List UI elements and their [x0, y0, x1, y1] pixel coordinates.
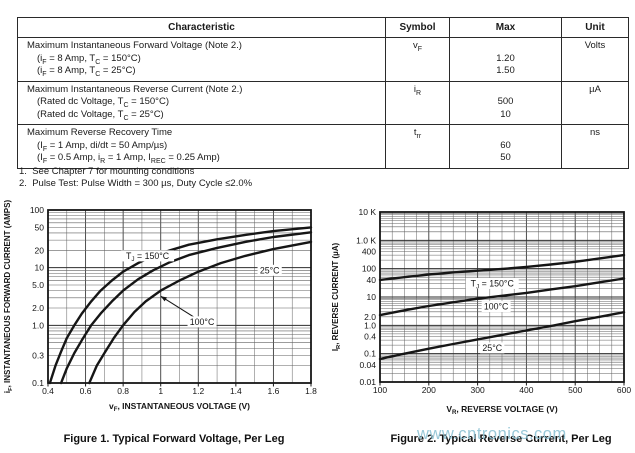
- row-max-value: 1.20: [496, 52, 515, 64]
- svg-text:0.4: 0.4: [42, 386, 54, 396]
- row-characteristic: Maximum Reverse Recovery Time: [27, 127, 173, 138]
- footnotes: 1. See Chapter 7 for mounting conditions…: [19, 166, 252, 189]
- row-unit: µA: [561, 80, 629, 125]
- curve-100C: [59, 231, 313, 385]
- svg-text:1: 1: [158, 386, 163, 396]
- svg-text:100: 100: [30, 205, 44, 215]
- svg-text:1.0: 1.0: [32, 320, 44, 330]
- svg-text:10: 10: [35, 263, 45, 273]
- figure-1-forward-voltage-chart: TJ = 150°C 25°C 100°C 0.4 0.6 0.8 1 1.2 1.4 1.6 1.…: [3, 200, 317, 413]
- row-condition: (Rated dc Voltage, TC = 25°C): [37, 108, 164, 122]
- header-characteristic: Characteristic: [17, 17, 386, 38]
- curve-100C: [378, 277, 626, 317]
- row-condition: (iF = 8 Amp, TC = 25°C): [37, 65, 136, 78]
- plot-frame: [47, 209, 312, 384]
- svg-text:100°C: 100°C: [190, 317, 215, 327]
- svg-text:50: 50: [35, 222, 45, 232]
- svg-text:25°C: 25°C: [260, 265, 280, 275]
- svg-text:1.8: 1.8: [305, 386, 317, 396]
- svg-text:100: 100: [362, 264, 376, 274]
- svg-text:TJ = 150°C: TJ = 150°C: [471, 278, 515, 290]
- curve-25C: [88, 240, 313, 385]
- svg-text:0.6: 0.6: [80, 386, 92, 396]
- plot-frame: [379, 211, 625, 383]
- axis-tick-labels: 0.4 0.6 0.8 1 1.2 1.4 1.6 1.8 100 50 20 10 5.0 2.0 1.0…: [30, 205, 317, 396]
- row-characteristic: Maximum Instantaneous Forward Voltage (N…: [27, 40, 242, 51]
- table-row: Maximum Reverse Recovery Time (IF = 1 Am…: [17, 124, 629, 169]
- figure-2-caption: Figure 2. Typical Reverse Current, Per L…: [390, 433, 612, 445]
- svg-text:2.0: 2.0: [364, 312, 376, 322]
- row-symbol: vF: [385, 37, 450, 82]
- svg-text:0.8: 0.8: [117, 386, 129, 396]
- svg-text:400: 400: [362, 247, 376, 257]
- svg-text:100: 100: [373, 385, 387, 395]
- table-header-row: Characteristic Symbol Max Unit: [17, 17, 629, 38]
- curve-TJ150C: [48, 226, 313, 385]
- svg-text:1.4: 1.4: [230, 386, 242, 396]
- curves: [378, 253, 626, 361]
- svg-text:1.6: 1.6: [268, 386, 280, 396]
- svg-text:40: 40: [367, 275, 377, 285]
- header-symbol: Symbol: [385, 17, 450, 38]
- row-max-value: 50: [500, 152, 511, 163]
- row-max-value: 10: [500, 108, 511, 120]
- x-axis-title: VR, REVERSE VOLTAGE (V): [446, 404, 557, 416]
- svg-text:1.0 K: 1.0 K: [356, 235, 376, 245]
- y-axis-title: iF, INSTANTANEOUS FORWARD CURRENT (AMPS): [3, 200, 14, 393]
- figure-1-caption: Figure 1. Typical Forward Voltage, Per L…: [63, 433, 285, 445]
- row-unit: Volts: [561, 37, 629, 82]
- figure-2-reverse-current-chart: TJ = 150°C 100°C 25°C 100 200 300 400 500 600 10 …: [331, 207, 631, 416]
- note-1: 1. See Chapter 7 for mounting conditions: [19, 166, 195, 177]
- header-unit: Unit: [561, 17, 629, 38]
- row-characteristic: Maximum Instantaneous Reverse Current (N…: [27, 83, 243, 95]
- row-symbol: trr: [385, 124, 450, 169]
- curve-TJ150C: [378, 253, 626, 282]
- row-max-value: 1.50: [496, 65, 515, 76]
- row-condition: (iF = 8 Amp, TC = 150°C): [37, 52, 141, 66]
- row-unit: ns: [561, 124, 629, 169]
- svg-text:500: 500: [568, 385, 582, 395]
- svg-text:5.0: 5.0: [32, 280, 44, 290]
- note-2: 2. Pulse Test: Pulse Width = 300 µs, Dut…: [19, 177, 253, 189]
- svg-text:0.3: 0.3: [32, 350, 44, 360]
- curves: [48, 226, 313, 385]
- svg-text:2.0: 2.0: [32, 303, 44, 313]
- curve-labels: TJ = 150°C 25°C 100°C: [121, 250, 282, 328]
- svg-text:0.1: 0.1: [32, 378, 44, 388]
- svg-text:0.1: 0.1: [364, 349, 376, 359]
- row-condition: (IF = 1 Amp, di/dt = 50 Amp/µs): [37, 139, 168, 153]
- header-max: Max: [449, 17, 562, 38]
- svg-text:1.2: 1.2: [192, 386, 204, 396]
- svg-text:0.04: 0.04: [359, 360, 376, 370]
- svg-text:25°C: 25°C: [482, 343, 502, 353]
- y-axis-title: IR, REVERSE CURRENT (µA): [331, 242, 342, 351]
- row-symbol: iR: [385, 80, 450, 125]
- svg-text:0.4: 0.4: [364, 332, 376, 342]
- svg-text:100°C: 100°C: [484, 302, 509, 312]
- watermark: www.cntronics.com: [417, 425, 567, 443]
- table-row: Maximum Instantaneous Forward Voltage (N…: [17, 37, 629, 82]
- svg-text:400: 400: [519, 385, 533, 395]
- x-axis-title: vF, INSTANTANEOUS VOLTAGE (V): [109, 401, 250, 413]
- row-condition: (Rated dc Voltage, TC = 150°C): [37, 96, 170, 109]
- svg-text:0.01: 0.01: [359, 377, 376, 387]
- curve-labels: TJ = 150°C 100°C 25°C: [465, 277, 519, 354]
- svg-text:300: 300: [471, 385, 485, 395]
- table-row: Maximum Instantaneous Reverse Current (N…: [17, 80, 629, 125]
- svg-text:200: 200: [422, 385, 436, 395]
- characteristics-table: Characteristic Symbol Max Unit Maximum I…: [17, 17, 629, 169]
- svg-text:1.0: 1.0: [364, 320, 376, 330]
- plot-grid: [48, 210, 311, 383]
- svg-text:10 K: 10 K: [359, 207, 377, 217]
- row-max-value: 60: [500, 139, 511, 151]
- svg-text:10: 10: [367, 292, 377, 302]
- row-max-value: 500: [497, 96, 514, 107]
- curve-25C: [378, 310, 626, 361]
- svg-text:20: 20: [35, 245, 45, 255]
- svg-text:TJ = 150°C: TJ = 150°C: [126, 251, 170, 263]
- row-condition: (IF = 0.5 Amp, iR = 1 Amp, IREC = 0.25 A…: [37, 152, 220, 165]
- svg-text:600: 600: [617, 385, 631, 395]
